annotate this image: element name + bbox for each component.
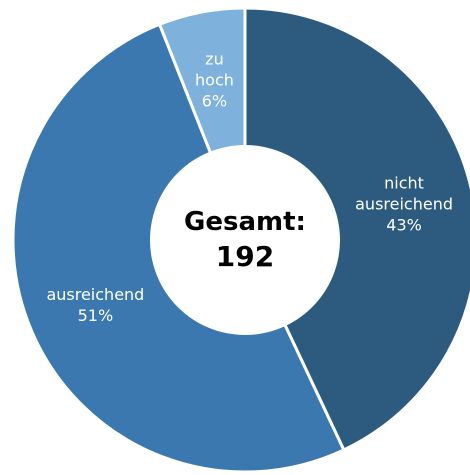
donut-hole — [150, 145, 340, 335]
category-label: zu hoch — [195, 49, 234, 90]
center: Gesamt: 192 — [184, 205, 306, 275]
percent-label: 51% — [77, 305, 114, 325]
slice-label: nicht ausreichend 43% — [354, 173, 454, 236]
total: 192 — [215, 240, 275, 273]
center-label: Gesamt: — [184, 207, 306, 237]
category-label: ausreichend — [46, 284, 145, 304]
slice-label: zu hoch 6% — [194, 48, 234, 111]
percent-label: 6% — [201, 91, 228, 111]
percent-label: 43% — [386, 215, 422, 235]
category-label: nicht ausreichend — [355, 173, 453, 214]
slice-label: ausreichend 51% — [45, 284, 145, 326]
slice — [243, 6, 470, 452]
